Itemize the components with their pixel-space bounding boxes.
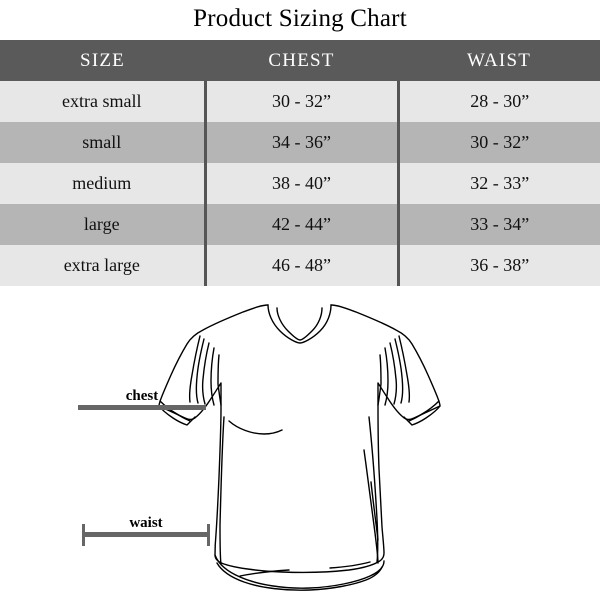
table-row: extra small 30 - 32” 28 - 30”: [0, 81, 600, 122]
waist-measure-cap-right: [207, 524, 210, 546]
cell-waist: 36 - 38”: [398, 245, 600, 286]
sizing-table: SIZE CHEST WAIST extra small 30 - 32” 28…: [0, 40, 600, 286]
cell-waist: 32 - 33”: [398, 163, 600, 204]
chest-measure-label: chest: [126, 388, 159, 404]
chest-measure: chest: [78, 388, 206, 410]
table-header: SIZE CHEST WAIST: [0, 40, 600, 81]
cell-size: large: [0, 204, 207, 245]
cell-waist: 33 - 34”: [398, 204, 600, 245]
table-row: small 34 - 36” 30 - 32”: [0, 122, 600, 163]
waist-measure-label: waist: [129, 515, 162, 531]
t-shirt-icon: chest waist: [78, 304, 441, 591]
waist-measure-bar: [82, 532, 210, 537]
chest-measure-bar: [78, 405, 206, 410]
cell-chest: 38 - 40”: [205, 163, 400, 204]
table-body: extra small 30 - 32” 28 - 30” small 34 -…: [0, 81, 600, 286]
cell-waist: 28 - 30”: [398, 81, 600, 122]
column-header-waist: WAIST: [398, 40, 600, 81]
cell-size: small: [0, 122, 207, 163]
t-shirt-diagram: chest waist: [0, 287, 600, 600]
cell-chest: 46 - 48”: [205, 245, 400, 286]
cell-chest: 34 - 36”: [205, 122, 400, 163]
waist-measure: waist: [82, 515, 210, 546]
cell-size: extra large: [0, 245, 207, 286]
cell-size: extra small: [0, 81, 207, 122]
table-row: extra large 46 - 48” 36 - 38”: [0, 245, 600, 286]
table-header-row: SIZE CHEST WAIST: [0, 40, 600, 81]
table-row: large 42 - 44” 33 - 34”: [0, 204, 600, 245]
page-title: Product Sizing Chart: [193, 5, 407, 32]
waist-measure-cap-left: [82, 524, 85, 546]
column-header-chest: CHEST: [205, 40, 398, 81]
column-header-size: SIZE: [0, 40, 205, 81]
cell-chest: 30 - 32”: [205, 81, 400, 122]
cell-size: medium: [0, 163, 207, 204]
cell-chest: 42 - 44”: [205, 204, 400, 245]
table-row: medium 38 - 40” 32 - 33”: [0, 163, 600, 204]
cell-waist: 30 - 32”: [398, 122, 600, 163]
